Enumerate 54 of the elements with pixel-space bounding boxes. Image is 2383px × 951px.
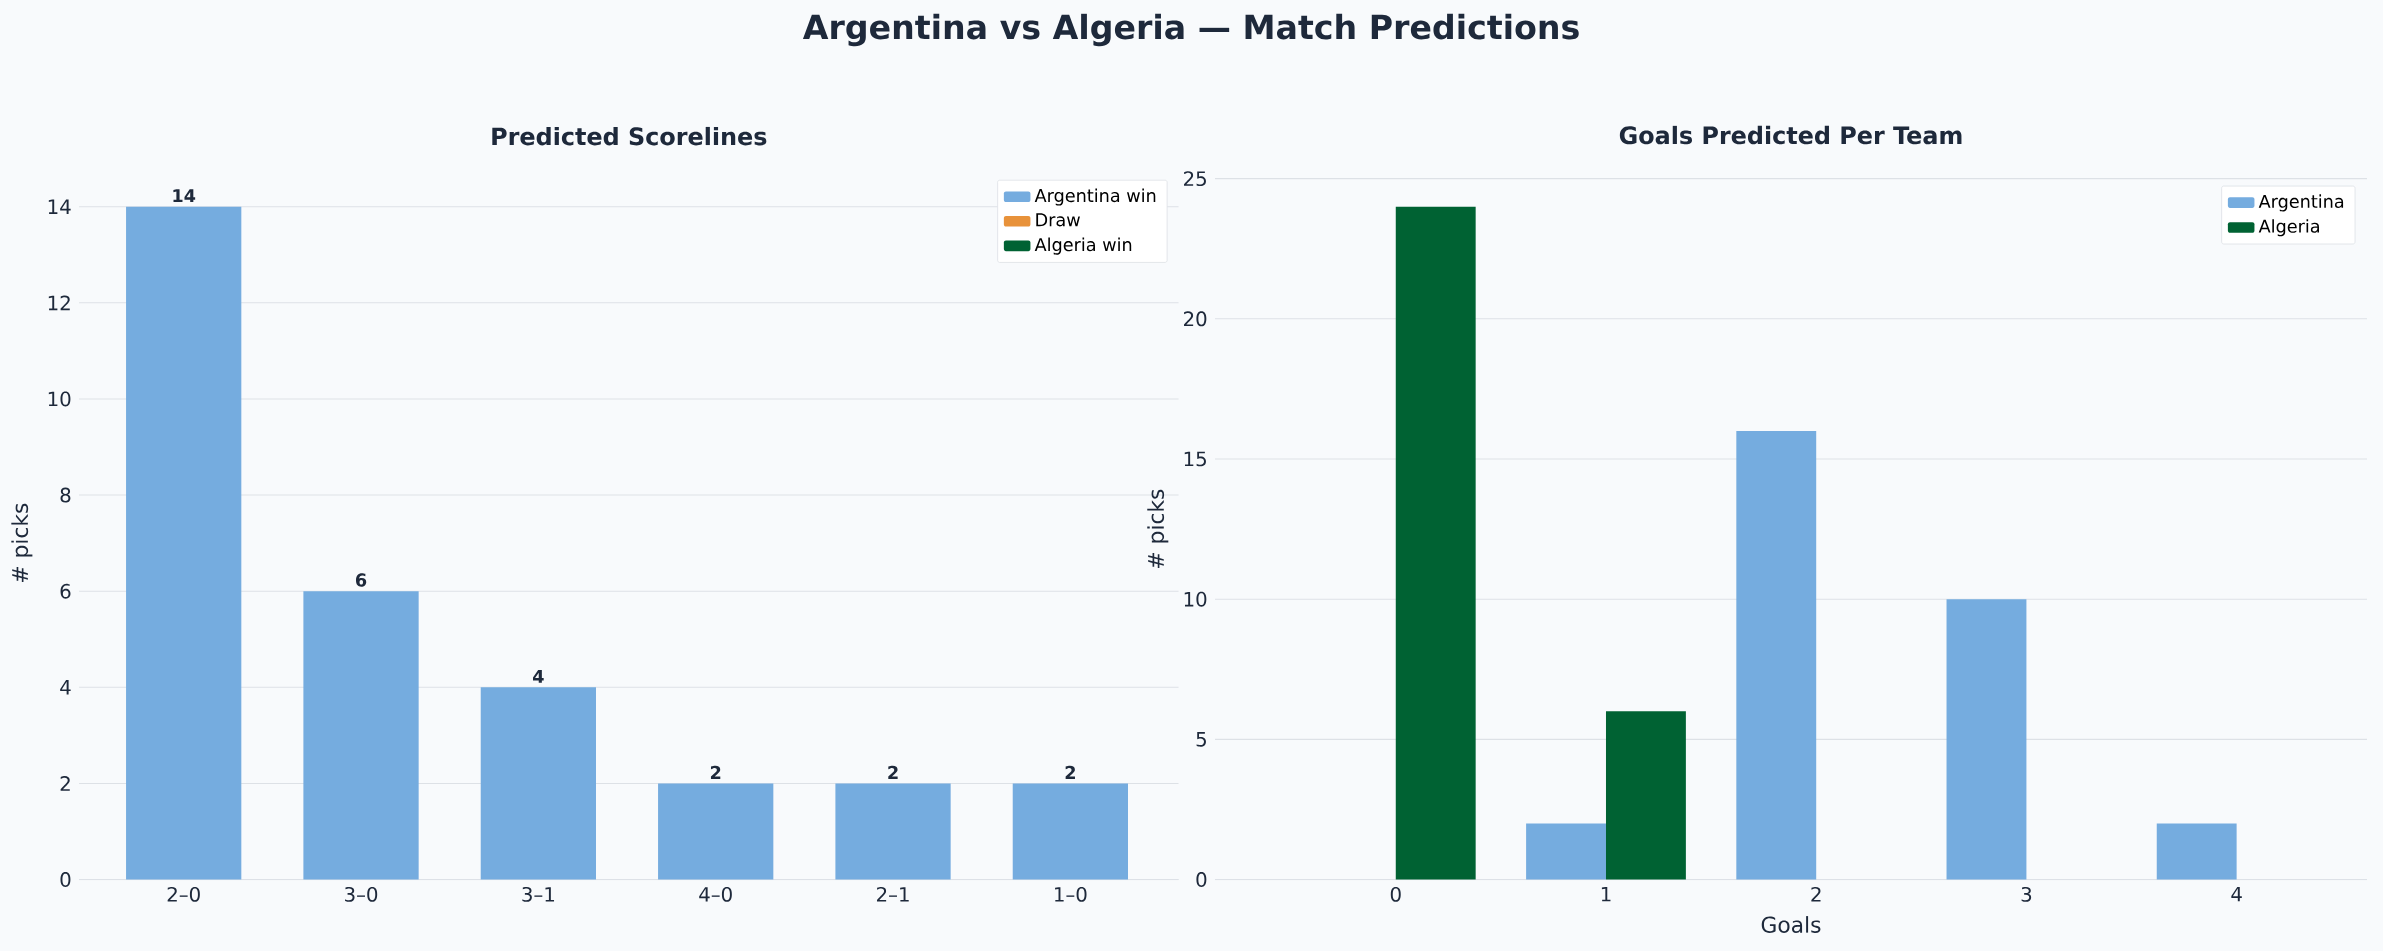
data-label: 4 xyxy=(533,669,544,683)
legend-label: Argentina win xyxy=(1034,188,1156,206)
bar xyxy=(126,206,242,880)
y-tick-label: 20 xyxy=(1184,311,1207,327)
data-label: 2 xyxy=(1065,765,1075,779)
bar xyxy=(1946,599,2027,880)
x-tick-label: 2–1 xyxy=(876,886,909,902)
bar xyxy=(2156,823,2237,880)
bar xyxy=(658,783,774,880)
y-tick-label: 5 xyxy=(1196,732,1206,747)
bar xyxy=(835,783,951,880)
legend-label: Algeria win xyxy=(1034,237,1132,255)
y-tick-label: 10 xyxy=(48,391,71,407)
x-tick-label: 3–0 xyxy=(345,886,378,902)
x-tick-label: 1 xyxy=(1601,886,1611,902)
bar xyxy=(1526,823,1606,880)
x-tick-label: 1–0 xyxy=(1055,886,1087,902)
y-axis-title: # picks xyxy=(1147,489,1169,568)
legend-label: Algeria xyxy=(2258,219,2319,237)
y-tick-label: 25 xyxy=(1184,171,1206,187)
x-tick-label: 2–0 xyxy=(167,886,200,902)
bar xyxy=(1012,783,1128,880)
bar xyxy=(480,687,596,880)
chart-title: Argentina vs Algeria — Match Predictions xyxy=(802,13,1579,47)
y-tick-label: 10 xyxy=(1184,591,1207,607)
chart-subtitle: Predicted Scorelines xyxy=(492,126,767,146)
x-tick-label: 3 xyxy=(2021,886,2032,902)
bar xyxy=(1395,206,1476,880)
y-tick-label: 6 xyxy=(60,583,71,599)
x-tick-label: 2 xyxy=(1811,886,1821,902)
data-label: 2 xyxy=(710,765,721,779)
data-label: 2 xyxy=(888,765,898,779)
bar xyxy=(1736,430,1817,880)
x-tick-label: 3–1 xyxy=(522,886,555,902)
data-label: 14 xyxy=(173,189,196,203)
x-axis-title: Goals xyxy=(1761,916,1821,933)
bar xyxy=(303,591,419,880)
x-tick-label: 0 xyxy=(1390,886,1401,902)
y-axis-title: # picks xyxy=(11,503,33,582)
data-label: 6 xyxy=(355,573,367,587)
chart-title: Goals Predicted Per Team xyxy=(1619,125,1962,145)
y-tick-label: 0 xyxy=(1196,872,1207,888)
y-tick-label: 8 xyxy=(60,487,71,503)
x-tick-label: 4 xyxy=(2231,886,2242,902)
y-tick-label: 2 xyxy=(60,776,70,791)
y-tick-label: 0 xyxy=(60,872,71,888)
y-tick-label: 12 xyxy=(48,295,70,311)
y-tick-label: 14 xyxy=(48,199,71,214)
legend-label: Draw xyxy=(1036,213,1080,227)
bar xyxy=(1605,711,1686,880)
legend-label: Argentina xyxy=(2258,194,2344,212)
y-tick-label: 15 xyxy=(1184,451,1206,467)
x-tick-label: 4–0 xyxy=(699,886,732,902)
y-tick-label: 4 xyxy=(60,680,71,695)
